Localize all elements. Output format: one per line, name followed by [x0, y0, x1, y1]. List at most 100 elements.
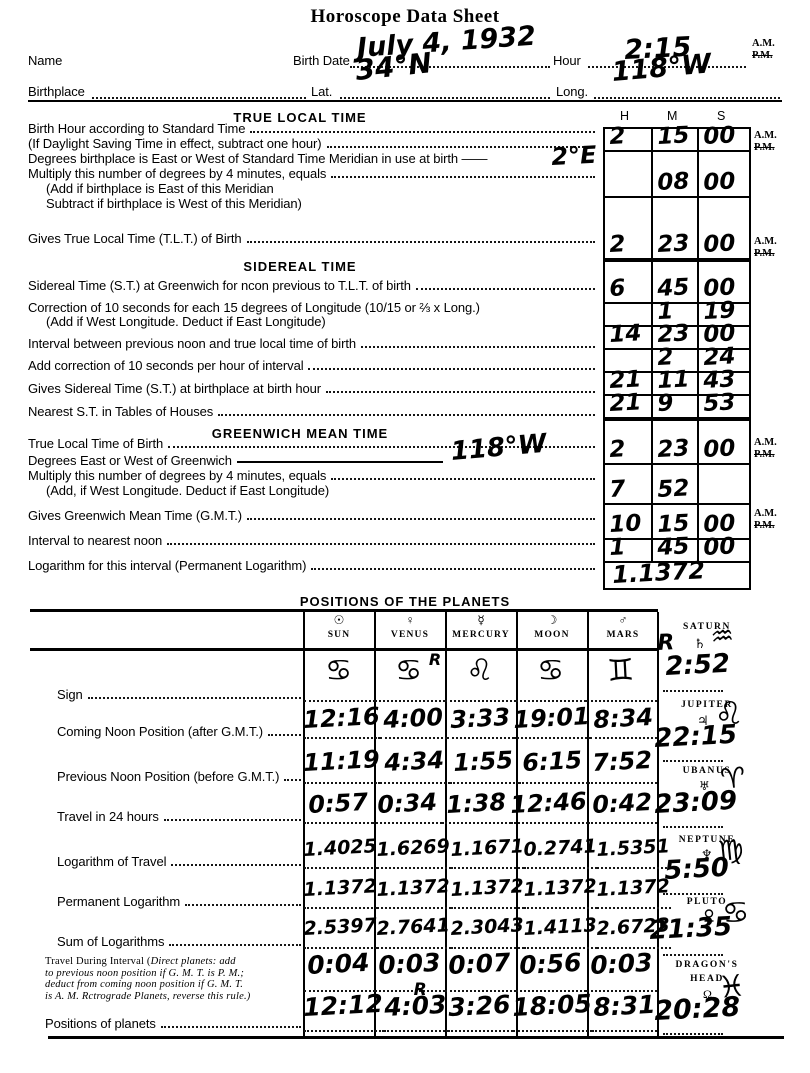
value-cell: 3:33	[449, 702, 511, 734]
neptune-value-line	[663, 879, 723, 895]
outer-planet-uranus-label: UBANUS	[682, 766, 732, 776]
dotted-leader	[331, 176, 595, 178]
grid-row: 6 45 00	[605, 262, 749, 302]
grid-cell-value: 00	[702, 230, 737, 259]
dotted-leader	[169, 944, 301, 946]
table-vline	[516, 612, 518, 1036]
col-header-mars: MARS	[606, 630, 640, 640]
gmt-line-1: Degrees East or West of Greenwich	[28, 452, 445, 468]
value-cell: 1:55	[452, 745, 515, 777]
value-cell: 0:07	[447, 947, 512, 980]
sign-moon: ♋	[535, 652, 565, 689]
col-header-sun: SUN	[327, 630, 351, 640]
value-cell: 12:16	[302, 702, 381, 734]
grid-cell-value: 00	[702, 435, 737, 464]
lat-line	[340, 83, 550, 99]
tlt-line-0: Birth Hour according to Standard Time	[28, 120, 597, 136]
am-label: A.M.	[754, 236, 777, 247]
sidereal-line-3: Interval between previous noon and true …	[28, 335, 597, 351]
name-label: Name	[28, 53, 63, 68]
grid-cell-value: 21	[608, 389, 643, 418]
travel-24h-label-row: Travel in 24 hours	[57, 808, 303, 824]
planets-header-rule	[30, 648, 658, 651]
hms-m-label: M	[667, 109, 678, 123]
gmt-hms-grid: 2 23 00 7 52 10 15 00 1 45 00 1.1372	[603, 419, 751, 590]
tlt-line-4: (Add if birthplace is East of this Merid…	[46, 181, 274, 196]
am-label: A.M.	[754, 437, 777, 448]
am-label: A.M.	[754, 130, 777, 141]
value-cell: 1.4025	[302, 835, 378, 861]
grid-row: 2 23 00	[605, 196, 749, 258]
coming-noon-label-row: Coming Noon Position (after G.M.T.)	[57, 723, 303, 739]
grid-row: 10 15 00	[605, 503, 749, 538]
dotted-leader	[163, 819, 301, 821]
outer-planet-pluto-label: PLUTO	[686, 897, 728, 907]
grid-cell-value: 15	[656, 122, 691, 151]
value-cell: 0:56	[518, 947, 583, 980]
sign-mars: ♊	[606, 652, 636, 689]
pm-label: P.M.	[754, 248, 775, 259]
pluto-symbol	[704, 909, 714, 926]
dotted-leader	[326, 146, 595, 148]
grid-cell-value: 2	[608, 123, 627, 151]
value-cell: 11:19	[302, 745, 381, 777]
value-cell: 0.2741	[522, 835, 598, 861]
value-cell: 6:15	[522, 745, 584, 777]
grid-row: 2 15 00	[605, 122, 749, 151]
dotted-leader	[331, 478, 595, 480]
gmt-degrees-value: 118°W	[449, 428, 548, 467]
value-cell: 0:57	[307, 787, 369, 819]
sign-sun: ♋	[324, 652, 353, 689]
hms-s-label: S	[717, 109, 726, 123]
value-cell: 4:00	[382, 702, 444, 734]
grid-cell-value: 14	[608, 320, 643, 349]
table-vline	[303, 612, 305, 1036]
long-label: Long.	[556, 84, 589, 99]
am-label: A.M.	[754, 508, 777, 519]
grid-row: 2 24	[605, 344, 749, 371]
saturn-value-line	[663, 676, 723, 692]
grid-cell-value: 00	[702, 168, 737, 197]
sidereal-hms-grid: 6 45 00 1 19 14 23 00 2 24 21 11 43 21 9…	[603, 260, 751, 419]
dotted-leader	[268, 734, 301, 736]
value-cell: 0:04	[306, 947, 371, 980]
col-header-moon: MOON	[534, 630, 570, 640]
dotted-leader	[168, 446, 595, 448]
outer-planet-neptune-label: NEPTUNE	[678, 835, 736, 845]
birth-date-line	[350, 52, 550, 68]
jupiter-symbol: ♃	[697, 713, 709, 728]
dragons-head-label-line1: DRAGON'S	[675, 960, 739, 970]
col-header-mercury: MERCURY	[452, 630, 510, 640]
birth-date-label: Birth Date	[293, 53, 350, 68]
grid-row: 14 23 00	[605, 320, 749, 349]
grid-cell-value: 23	[656, 435, 691, 464]
sidereal-line-4: Add correction of 10 seconds per hour of…	[28, 357, 597, 373]
coming-noon-values-row: 12:16 4:00 3:33 19:01 8:34	[303, 702, 658, 739]
outer-planet-jupiter-label: JUPITER	[681, 700, 733, 710]
grid-row: 1 19	[605, 298, 749, 325]
sum-log-values-row: 2.5397 2.7641 2.3043 1.4113 2.6723	[303, 914, 671, 949]
grid-cell-value: 2	[608, 436, 627, 464]
table-vline	[374, 612, 376, 1036]
ampm-indicator-tlt-1: A.M. P.M.	[754, 130, 777, 154]
grid-cell-value: 53	[702, 389, 737, 418]
neptune-symbol: ♆	[701, 847, 713, 862]
grid-cell-value: 23	[656, 230, 691, 259]
permanent-log-values-row: 1.1372 1.1372 1.1372 1.1372 1.1372	[303, 875, 671, 909]
travel-24h-values-row: 0:57 0:34 1:38 12:46 0:42	[304, 787, 658, 824]
uranus-value-line	[663, 812, 723, 828]
jupiter-value-line	[663, 746, 723, 762]
value-cell: 18:05	[511, 988, 593, 1022]
value-cell: 4:34	[383, 745, 445, 777]
planets-bottom-rule	[48, 1036, 784, 1039]
dotted-leader	[218, 414, 595, 416]
ampm-indicator-header: A.M. P.M.	[752, 38, 775, 62]
value-cell: 1.6269	[376, 835, 451, 861]
grid-cell-value: 1	[608, 534, 627, 562]
grid-row: 1 45 00	[605, 534, 749, 562]
value-cell: 12:46	[510, 787, 588, 819]
tlt-line-3: Multiply this number of degrees by 4 min…	[28, 165, 597, 181]
sun-symbol: ☉	[333, 613, 345, 627]
table-vline	[445, 612, 447, 1036]
